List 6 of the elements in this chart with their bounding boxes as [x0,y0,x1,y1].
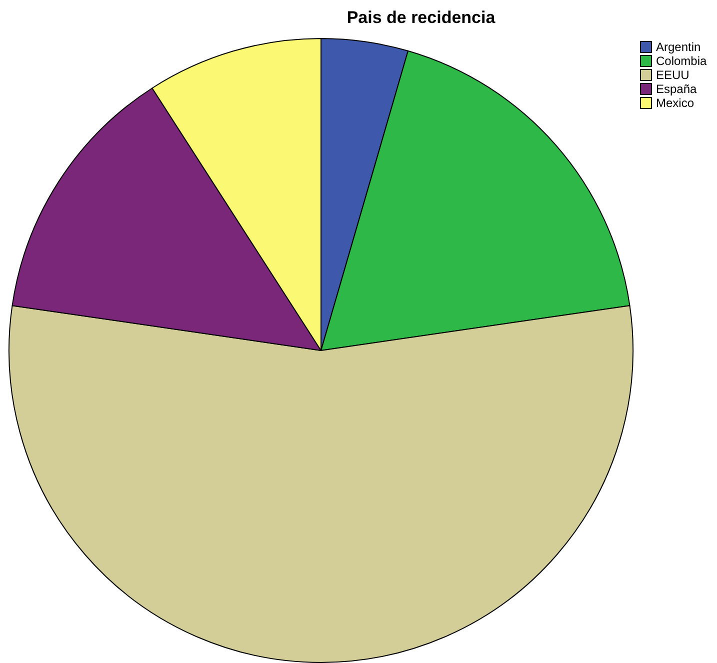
legend-label: España [656,82,697,96]
legend-label: EEUU [656,68,690,82]
legend-label: Mexico [656,96,694,110]
legend-label: Colombia [656,54,707,68]
legend-label: Argentin [656,40,701,54]
chart-title: Pais de recidencia [346,8,496,28]
